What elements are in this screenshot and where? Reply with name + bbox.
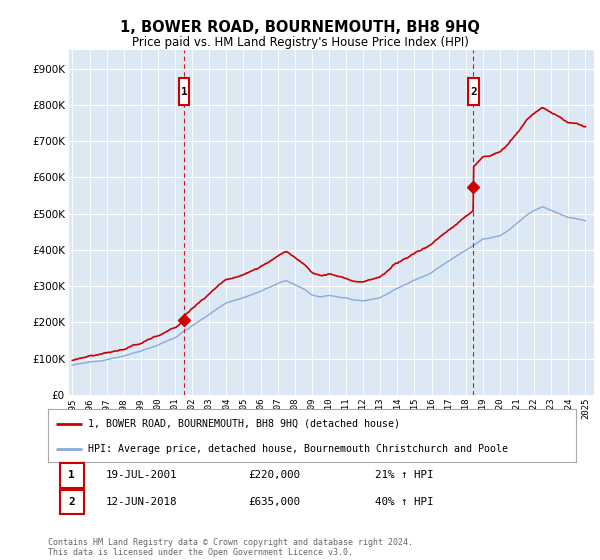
Text: 21% ↑ HPI: 21% ↑ HPI [376,470,434,480]
Text: 40% ↑ HPI: 40% ↑ HPI [376,497,434,507]
Text: 2: 2 [68,497,75,507]
Bar [60,463,83,488]
Bar [179,78,190,105]
Text: 1: 1 [68,470,75,480]
Text: £220,000: £220,000 [248,470,301,480]
Bar [60,489,83,514]
Text: 1: 1 [181,87,188,97]
Text: HPI: Average price, detached house, Bournemouth Christchurch and Poole: HPI: Average price, detached house, Bour… [88,444,508,454]
Text: Price paid vs. HM Land Registry's House Price Index (HPI): Price paid vs. HM Land Registry's House … [131,36,469,49]
Text: 1, BOWER ROAD, BOURNEMOUTH, BH8 9HQ: 1, BOWER ROAD, BOURNEMOUTH, BH8 9HQ [120,20,480,35]
Text: 2: 2 [470,87,477,97]
Text: £635,000: £635,000 [248,497,301,507]
Bar [469,78,479,105]
Text: Contains HM Land Registry data © Crown copyright and database right 2024.
This d: Contains HM Land Registry data © Crown c… [48,538,413,557]
Text: 19-JUL-2001: 19-JUL-2001 [106,470,178,480]
Text: 12-JUN-2018: 12-JUN-2018 [106,497,178,507]
Text: 1, BOWER ROAD, BOURNEMOUTH, BH8 9HQ (detached house): 1, BOWER ROAD, BOURNEMOUTH, BH8 9HQ (det… [88,419,400,429]
